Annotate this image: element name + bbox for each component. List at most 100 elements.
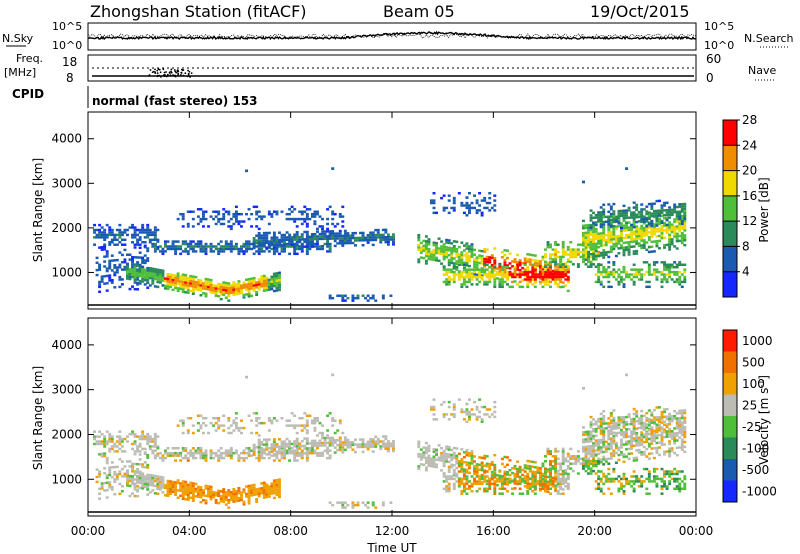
velocity-cell (549, 492, 552, 495)
power-cell (475, 261, 479, 264)
power-cell (468, 273, 471, 276)
power-cell (371, 296, 375, 300)
power-cell (566, 260, 570, 263)
power-colorbar-tick-label: 28 (742, 113, 757, 127)
power-cell (202, 212, 205, 216)
velocity-cell (245, 447, 248, 450)
nave-dot (154, 68, 156, 71)
power-cell (227, 220, 231, 223)
velocity-cell (290, 442, 294, 446)
power-cell (617, 220, 621, 223)
velocity-cell (169, 487, 172, 491)
velocity-cell (219, 499, 223, 503)
power-cell (93, 231, 96, 234)
velocity-cell (470, 482, 474, 486)
velocity-cell (209, 497, 213, 501)
power-cell (589, 263, 593, 266)
power-cell (589, 238, 593, 241)
power-cell (255, 293, 259, 296)
power-cell (470, 275, 474, 279)
power-cell (455, 240, 459, 244)
power-cell (645, 285, 649, 289)
velocity-cell (179, 494, 183, 498)
power-cell (245, 278, 248, 281)
velocity-cell (174, 454, 178, 457)
power-cell (141, 226, 145, 229)
power-cell (265, 279, 269, 282)
power-cell (98, 285, 102, 289)
power-cell (227, 287, 231, 290)
velocity-cell (171, 488, 175, 491)
power-cell (561, 250, 565, 254)
velocity-cell (300, 417, 304, 420)
power-cell (599, 219, 603, 223)
velocity-cell (455, 454, 459, 458)
velocity-cell (620, 451, 623, 454)
velocity-cell (533, 485, 537, 488)
velocity-cell (642, 450, 646, 454)
velocity-cell (526, 467, 530, 470)
velocity-cell (549, 463, 552, 467)
power-cell (272, 246, 276, 249)
power-cell (632, 240, 636, 243)
velocity-cell (237, 489, 241, 492)
power-cell (288, 212, 292, 216)
power-cell (275, 286, 279, 290)
power-cell (663, 204, 666, 207)
power-cell (478, 275, 482, 279)
velocity-cell (607, 447, 611, 451)
power-cell (460, 275, 464, 279)
power-cell (665, 226, 669, 229)
velocity-cell (465, 451, 469, 454)
velocity-cell (95, 440, 99, 443)
power-cell (156, 268, 160, 271)
power-cell (632, 273, 636, 276)
velocity-cell (447, 445, 451, 449)
velocity-cell (559, 485, 563, 488)
power-cell (209, 250, 213, 253)
power-cell (321, 237, 324, 241)
power-cell (475, 266, 479, 269)
power-cell (549, 268, 552, 271)
velocity-cell (133, 442, 137, 446)
power-cell (566, 268, 570, 271)
velocity-cell (587, 472, 590, 475)
velocity-cell (612, 442, 616, 445)
velocity-cell (447, 448, 451, 451)
velocity-cell (432, 457, 436, 461)
power-cell (95, 268, 99, 272)
velocity-cell (513, 475, 517, 478)
velocity-cell (131, 470, 134, 473)
power-cell (196, 240, 200, 243)
power-cell (658, 220, 661, 223)
velocity-cell (290, 450, 294, 453)
velocity-cell (516, 482, 520, 486)
power-cell (531, 275, 535, 279)
velocity-cell (538, 482, 542, 486)
power-cell (148, 269, 152, 272)
velocity-cell (617, 448, 621, 452)
velocity-cell (468, 454, 471, 457)
power-cell (478, 261, 482, 265)
power-cell (630, 233, 634, 236)
power-cell (680, 207, 684, 211)
velocity-cell (571, 457, 575, 461)
power-cell (196, 215, 200, 218)
power-cell (166, 280, 170, 283)
velocity-cell (196, 495, 200, 498)
power-cell (245, 285, 248, 289)
power-cell (660, 261, 664, 264)
velocity-cell (217, 454, 221, 457)
velocity-cell (437, 444, 441, 447)
velocity-cell (303, 437, 307, 440)
power-cell (589, 209, 593, 212)
velocity-cell (227, 494, 231, 497)
power-cell (475, 283, 479, 286)
power-cell (452, 196, 456, 200)
velocity-cell (637, 448, 641, 452)
power-cell (333, 225, 337, 228)
colorbar-segment (723, 221, 737, 247)
power-cell (488, 258, 492, 262)
power-cell (599, 225, 603, 229)
velocity-cell (146, 476, 150, 479)
